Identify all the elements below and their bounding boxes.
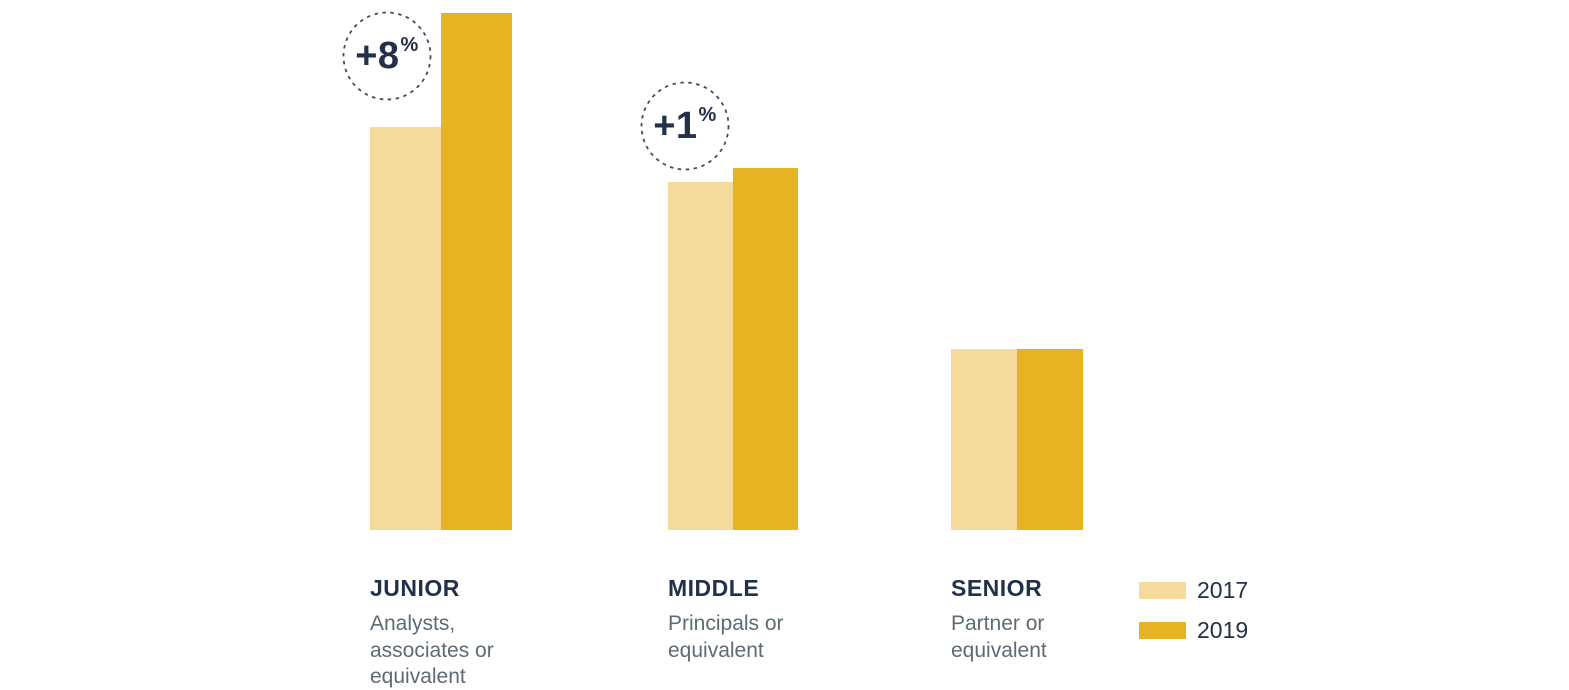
delta-value: +1% — [640, 81, 730, 171]
category-title: JUNIOR — [370, 575, 460, 601]
percent-sign: % — [400, 33, 419, 56]
bar-group-senior — [951, 0, 1083, 690]
category-title: SENIOR — [951, 575, 1043, 601]
percent-sign: % — [698, 103, 717, 126]
category-label-senior: SENIOR Partner or equivalent — [951, 575, 1181, 664]
bar-middle-2019 — [733, 168, 798, 530]
delta-number: +1 — [653, 104, 698, 147]
category-title: MIDDLE — [668, 575, 760, 601]
legend-item-2017: 2017 — [1139, 577, 1248, 604]
delta-badge-junior: +8% — [342, 11, 432, 101]
delta-value: +8% — [342, 11, 432, 101]
delta-number: +8 — [355, 34, 400, 77]
dashed-circle-icon — [640, 81, 730, 171]
bar-middle-2017 — [668, 182, 733, 530]
bar-group-junior: +8% — [342, 0, 512, 690]
legend-label-2017: 2017 — [1197, 577, 1249, 603]
category-subtitle: Partner or equivalent — [951, 612, 1047, 662]
legend-label-2019: 2019 — [1197, 617, 1249, 643]
bar-senior-2017 — [951, 349, 1017, 530]
category-subtitle: Analysts, associates or equivalent — [370, 612, 494, 688]
dashed-circle-icon — [342, 11, 432, 101]
bar-group-middle: +1% — [640, 0, 798, 690]
bar-senior-2019 — [1017, 349, 1083, 530]
legend: 2017 2019 — [1139, 577, 1248, 657]
category-subtitle: Principals or equivalent — [668, 612, 784, 662]
bar-junior-2017 — [370, 126, 441, 530]
category-label-middle: MIDDLE Principals or equivalent — [668, 575, 898, 664]
category-label-junior: JUNIOR Analysts, associates or equivalen… — [370, 575, 600, 690]
legend-swatch-2017 — [1139, 582, 1186, 599]
delta-badge-middle: +1% — [640, 81, 730, 171]
legend-item-2019: 2019 — [1139, 617, 1248, 644]
bar-junior-2019 — [441, 13, 512, 530]
legend-swatch-2019 — [1139, 622, 1186, 639]
